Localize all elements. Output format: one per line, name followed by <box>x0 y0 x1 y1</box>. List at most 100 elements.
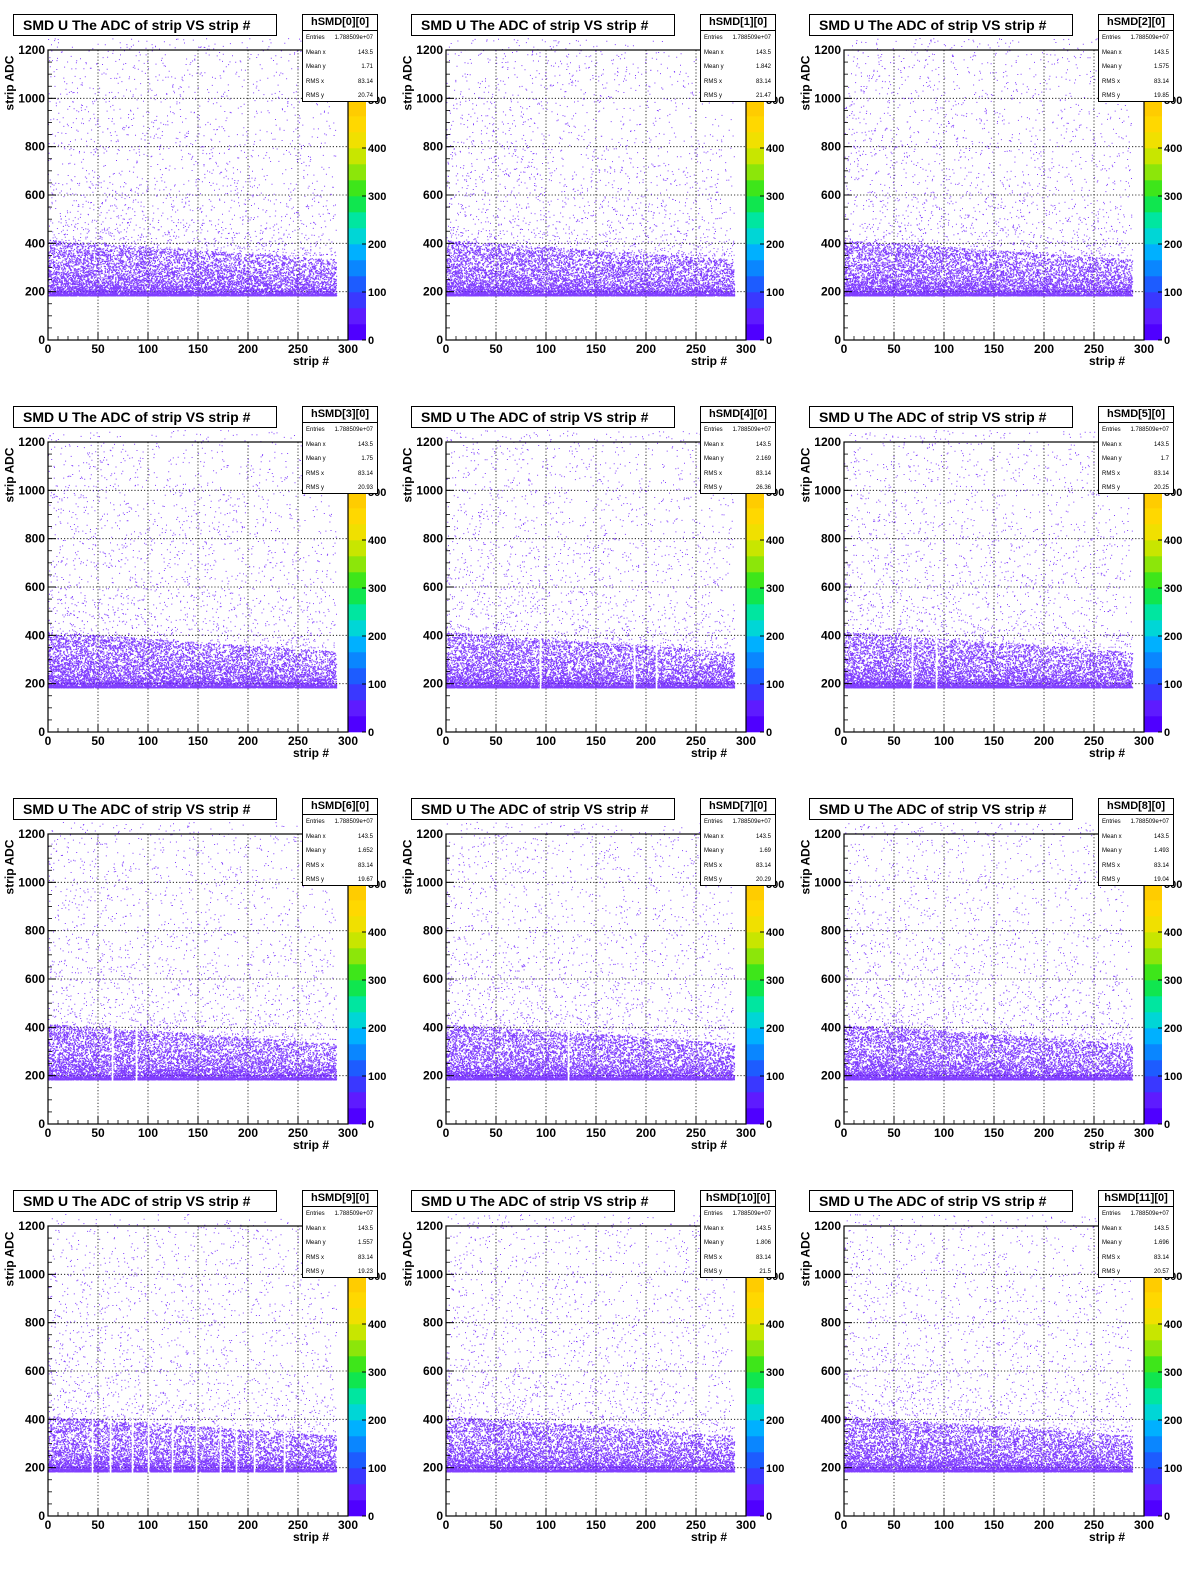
y-tick-label: 1200 <box>416 827 443 841</box>
palette-swatch <box>348 572 366 589</box>
palette-swatch <box>1144 1092 1162 1109</box>
histogram-name: hSMD[9][0] <box>303 1191 377 1207</box>
stats-value: 1.788509e+07 <box>1130 819 1169 825</box>
histogram-name: hSMD[11][0] <box>1099 1191 1173 1207</box>
palette-swatch <box>746 948 764 965</box>
x-tick-label: 100 <box>138 1126 158 1140</box>
stats-label: Mean x <box>704 49 724 56</box>
palette-swatch <box>746 492 764 509</box>
stats-value: 83.14 <box>755 470 771 477</box>
z-tick-label: 400 <box>368 927 386 939</box>
stats-value: 143.5 <box>357 833 373 840</box>
stats-row: Mean y 1.69 <box>701 844 775 859</box>
stats-value: 1.842 <box>755 64 771 70</box>
stats-row: Mean x 143.5 <box>1099 46 1173 61</box>
x-axis-title: strip # <box>1089 1138 1126 1152</box>
stats-row: RMS y 20.25 <box>1099 481 1173 496</box>
palette-swatch <box>746 1108 764 1125</box>
z-tick-label: 300 <box>1164 975 1182 987</box>
y-tick-label: 1200 <box>18 827 45 841</box>
stats-label: RMS x <box>306 470 324 477</box>
palette-swatch <box>746 884 764 901</box>
palette-swatch <box>348 1484 366 1501</box>
x-tick-label: 300 <box>338 1518 358 1532</box>
stats-value: 1.75 <box>361 456 373 462</box>
palette-swatch <box>746 1356 764 1373</box>
stats-label: RMS y <box>704 1269 722 1275</box>
palette-swatch <box>746 604 764 621</box>
heatmap-plot: 0100200300400500050100150200250300020040… <box>814 430 1182 748</box>
z-tick-label: 400 <box>766 1319 784 1331</box>
y-tick-label: 400 <box>423 1412 443 1426</box>
palette-swatch <box>746 1076 764 1093</box>
palette-swatch <box>746 164 764 181</box>
x-tick-label: 300 <box>1134 342 1154 356</box>
stats-row: Mean x 143.5 <box>303 46 377 61</box>
palette-swatch <box>746 196 764 213</box>
x-tick-label: 100 <box>536 342 556 356</box>
y-tick-label: 1000 <box>814 875 841 889</box>
y-tick-label: 0 <box>834 333 841 347</box>
x-tick-label: 0 <box>45 1126 52 1140</box>
stats-row: RMS y 19.23 <box>303 1265 377 1280</box>
palette-swatch <box>1144 228 1162 245</box>
stats-row: Mean y 1.575 <box>1099 60 1173 75</box>
stats-row: Mean y 1.696 <box>1099 1236 1173 1251</box>
palette-swatch <box>348 684 366 701</box>
stats-label: Mean y <box>1102 848 1122 854</box>
stats-label: Entries <box>1102 819 1121 825</box>
palette-swatch <box>348 996 366 1013</box>
stats-value: 1.788509e+07 <box>334 427 373 433</box>
y-tick-label: 200 <box>821 1069 841 1083</box>
x-tick-label: 300 <box>1134 1518 1154 1532</box>
data-points <box>844 430 1134 689</box>
palette-swatch <box>1144 588 1162 605</box>
y-tick-label: 1200 <box>416 43 443 57</box>
chart-title: SMD U The ADC of strip VS strip # <box>809 406 1073 428</box>
stats-label: Mean y <box>704 64 724 70</box>
y-tick-label: 0 <box>436 333 443 347</box>
x-tick-label: 200 <box>1034 1518 1054 1532</box>
palette-swatch <box>348 620 366 637</box>
y-tick-label: 400 <box>423 1020 443 1034</box>
stats-label: Mean y <box>704 1240 724 1246</box>
x-axis-title: strip # <box>293 746 330 760</box>
stats-row: RMS x 83.14 <box>701 75 775 90</box>
palette-swatch <box>746 100 764 117</box>
stats-label: RMS x <box>1102 1254 1120 1261</box>
stats-label: Mean y <box>704 456 724 462</box>
y-axis-title: strip ADC <box>798 55 813 111</box>
x-tick-label: 200 <box>238 1518 258 1532</box>
palette-swatch <box>348 980 366 997</box>
stats-value: 1.788509e+07 <box>732 427 771 433</box>
palette-swatch <box>746 116 764 133</box>
y-tick-label: 400 <box>821 1412 841 1426</box>
z-tick-label: 100 <box>368 1463 386 1475</box>
y-tick-label: 600 <box>821 580 841 594</box>
y-axis-title: strip ADC <box>400 1231 415 1287</box>
palette-swatch <box>746 1308 764 1325</box>
palette-swatch <box>746 652 764 669</box>
stats-label: Entries <box>306 819 325 825</box>
x-tick-label: 150 <box>984 342 1004 356</box>
x-axis-title: strip # <box>691 1138 728 1152</box>
y-tick-label: 600 <box>423 580 443 594</box>
data-points <box>48 430 338 689</box>
stats-value: 1.71 <box>361 64 373 70</box>
y-tick-label: 400 <box>25 628 45 642</box>
stats-row: Entries 1.788509e+07 <box>1099 423 1173 438</box>
stats-row: Entries 1.788509e+07 <box>1099 31 1173 46</box>
x-tick-label: 0 <box>443 734 450 748</box>
chart-title: SMD U The ADC of strip VS strip # <box>809 1190 1073 1212</box>
z-tick-label: 100 <box>766 1463 784 1475</box>
stats-row: Mean x 143.5 <box>701 1222 775 1237</box>
histogram-panel: 0100200300400500050100150200250300020040… <box>0 392 398 784</box>
stats-label: RMS y <box>1102 485 1120 491</box>
chart-title: SMD U The ADC of strip VS strip # <box>411 798 675 820</box>
palette-swatch <box>1144 1308 1162 1325</box>
stats-row: RMS y 21.47 <box>701 89 775 104</box>
stats-row: Mean x 143.5 <box>701 438 775 453</box>
z-tick-label: 0 <box>368 727 374 739</box>
x-tick-label: 50 <box>887 1126 901 1140</box>
y-tick-label: 1000 <box>814 91 841 105</box>
